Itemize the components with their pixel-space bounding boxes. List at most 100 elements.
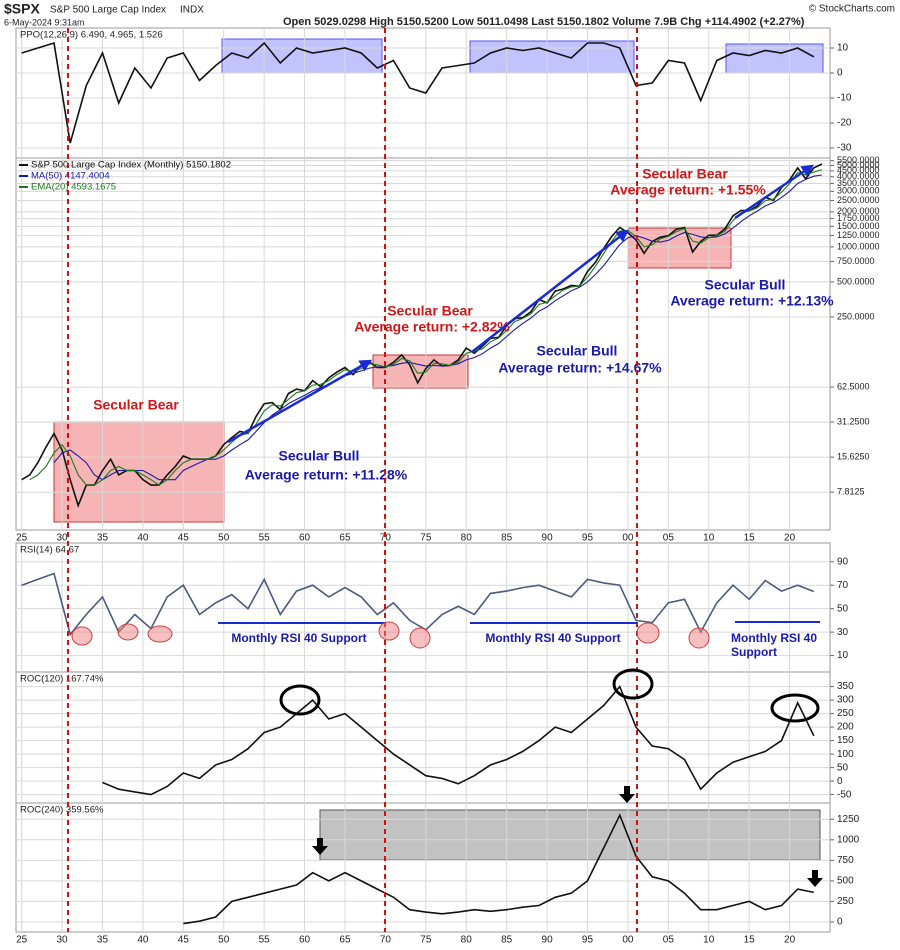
annotation: Average return: +1.55% [610,182,766,198]
y-tick-label: 4500.0000 [837,165,880,175]
x-tick-label: 55 [259,935,271,946]
exchange: INDX [180,5,204,16]
quote: Open 5029.0298 High 5150.5200 Low 5011.0… [283,16,805,28]
y-tick-label: 0 [837,68,843,79]
annotation: Average return: +11.28% [245,467,408,483]
x-tick-label: 75 [420,935,432,946]
x-tick-label: 50 [218,533,230,544]
y-tick-label: -30 [837,143,852,154]
series-line [21,41,815,144]
panel-title: ROC(240) 359.56% [20,805,104,816]
x-tick-label: 40 [137,935,149,946]
annotation-box: Monthly RSI 40 Support [731,631,818,659]
x-tick-label: 15 [744,533,756,544]
y-tick-label: 50 [837,603,849,614]
y-tick-label: 750.0000 [837,256,875,266]
y-tick-label: 2500.0000 [837,195,880,205]
x-tick-label: 65 [339,533,351,544]
y-tick-label: 4000.0000 [837,171,880,181]
annotation: Average return: +14.67% [498,360,662,376]
annotation: Average return: +12.13% [670,293,834,309]
y-tick-label: 250 [837,896,854,907]
y-tick-label: 10 [837,43,849,54]
annotation: Secular Bear [642,166,728,182]
x-tick-label: 95 [582,935,594,946]
x-tick-label: 00 [622,533,634,544]
panel-title: PPO(12,26,9) 6.490, 4.965, 1.526 [20,30,163,41]
x-tick-label: 85 [501,935,513,946]
y-tick-label: 250.0000 [837,311,875,321]
y-tick-label: 3000.0000 [837,186,880,196]
annotation: Monthly RSI 40 Support [231,631,366,645]
regions [53,38,824,861]
y-tick-label: 150 [837,735,854,746]
y-tick-label: 350 [837,681,854,692]
x-tick-label: 90 [542,533,554,544]
y-tick-label: 1250.0000 [837,230,880,240]
series-line [102,685,815,796]
y-tick-label: 1750.0000 [837,213,880,223]
y-tick-label: 3500.0000 [837,178,880,188]
y-tick-label: 50 [837,762,849,773]
panel-frames [15,27,831,933]
y-tick-label: 5000.0000 [837,160,880,170]
y-tick-label: -50 [837,789,852,800]
panel-title: RSI(14) 64.67 [20,545,79,556]
y-tick-label: 750 [837,855,854,866]
annotation: Monthly RSI 40 Support [731,631,818,659]
y-tick-label: 10 [837,650,849,661]
x-tick-label: 95 [582,533,594,544]
y-tick-label: 7.8125 [837,487,865,497]
x-tick-label: 30 [57,935,69,946]
x-tick-label: 20 [784,935,796,946]
x-tick-label: 70 [380,935,392,946]
x-tick-label: 10 [703,935,715,946]
x-tick-label: 70 [380,533,392,544]
y-tick-label: 0 [837,776,843,787]
x-tick-label: 35 [97,533,109,544]
y-tick-label: 500.0000 [837,276,875,286]
x-tick-label: 65 [339,935,351,946]
x-tick-label: 05 [663,533,675,544]
x-tick-label: 15 [744,935,756,946]
x-tick-label: 45 [178,533,190,544]
legend-label: EMA(20) 4593.1675 [31,182,116,193]
series-line [21,572,815,637]
x-tick-label: 45 [178,935,190,946]
x-tick-label: 30 [57,533,69,544]
x-tick-label: 80 [461,533,473,544]
overlays [67,28,823,932]
series-line [29,169,823,486]
symbol: $SPX [4,1,40,17]
y-tick-label: 1250 [837,814,860,825]
y-tick-label: -20 [837,118,852,129]
y-tick-label: 250 [837,708,854,719]
annotation: Secular Bull [537,343,618,359]
legend-label: MA(50) 4147.4004 [31,171,110,182]
y-tick-label: 100 [837,749,854,760]
annotation: Average return: +2.82% [354,319,510,335]
y-tick-label: 70 [837,580,849,591]
x-tick-label: 60 [299,533,311,544]
x-tick-label: 55 [259,533,271,544]
y-tick-label: 15.6250 [837,452,870,462]
x-tick-label: 50 [218,935,230,946]
x-tick-label: 40 [137,533,149,544]
annotation: Secular Bull [705,277,786,293]
x-tick-label: 05 [663,935,675,946]
x-tick-label: 35 [97,935,109,946]
y-tick-label: 200 [837,722,854,733]
legend-label: S&P 500 Large Cap Index (Monthly) 5150.1… [31,160,231,171]
y-tick-label: 90 [837,556,849,567]
series-line [53,174,822,481]
y-tick-label: 31.2500 [837,416,870,426]
annotation: Secular Bear [387,303,473,319]
x-tick-label: 20 [784,533,796,544]
index-name: S&P 500 Large Cap Index [50,5,166,16]
y-tick-label: 30 [837,627,849,638]
annotation: Secular Bear [93,397,179,413]
y-tick-label: 1500.0000 [837,221,880,231]
annotation: Secular Bull [279,448,360,464]
x-tick-label: 80 [461,935,473,946]
